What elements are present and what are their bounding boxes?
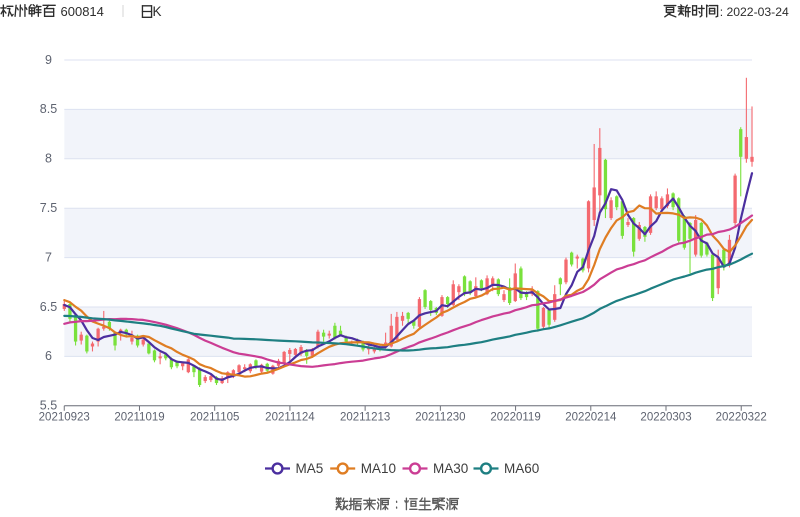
svg-text:7: 7 (45, 250, 52, 264)
svg-text:20211105: 20211105 (190, 412, 239, 424)
svg-text:8.5: 8.5 (40, 102, 57, 116)
svg-text:: 2022-03-24: : 2022-03-24 (720, 5, 789, 19)
svg-text:9: 9 (45, 53, 52, 67)
svg-text:20210923: 20210923 (39, 412, 90, 424)
svg-text:20220303: 20220303 (640, 412, 691, 424)
svg-text:6.5: 6.5 (40, 300, 57, 314)
svg-text:20211019: 20211019 (114, 412, 164, 424)
svg-text:MA60: MA60 (504, 461, 539, 476)
svg-text:20211230: 20211230 (415, 412, 465, 424)
svg-text:MA30: MA30 (433, 461, 468, 476)
svg-text:6: 6 (45, 349, 52, 363)
svg-text:K: K (153, 4, 162, 19)
svg-text:600814: 600814 (61, 4, 104, 19)
svg-text:20220214: 20220214 (565, 412, 617, 424)
svg-text:8: 8 (45, 152, 52, 166)
svg-text:20211124: 20211124 (265, 412, 315, 424)
svg-text:MA10: MA10 (361, 461, 396, 476)
svg-text:MA5: MA5 (296, 461, 324, 476)
svg-text:5.5: 5.5 (40, 399, 57, 413)
svg-text:20220322: 20220322 (716, 412, 767, 424)
svg-text:20211213: 20211213 (340, 412, 390, 424)
svg-text:20220119: 20220119 (490, 412, 540, 424)
svg-text:7.5: 7.5 (40, 201, 57, 215)
